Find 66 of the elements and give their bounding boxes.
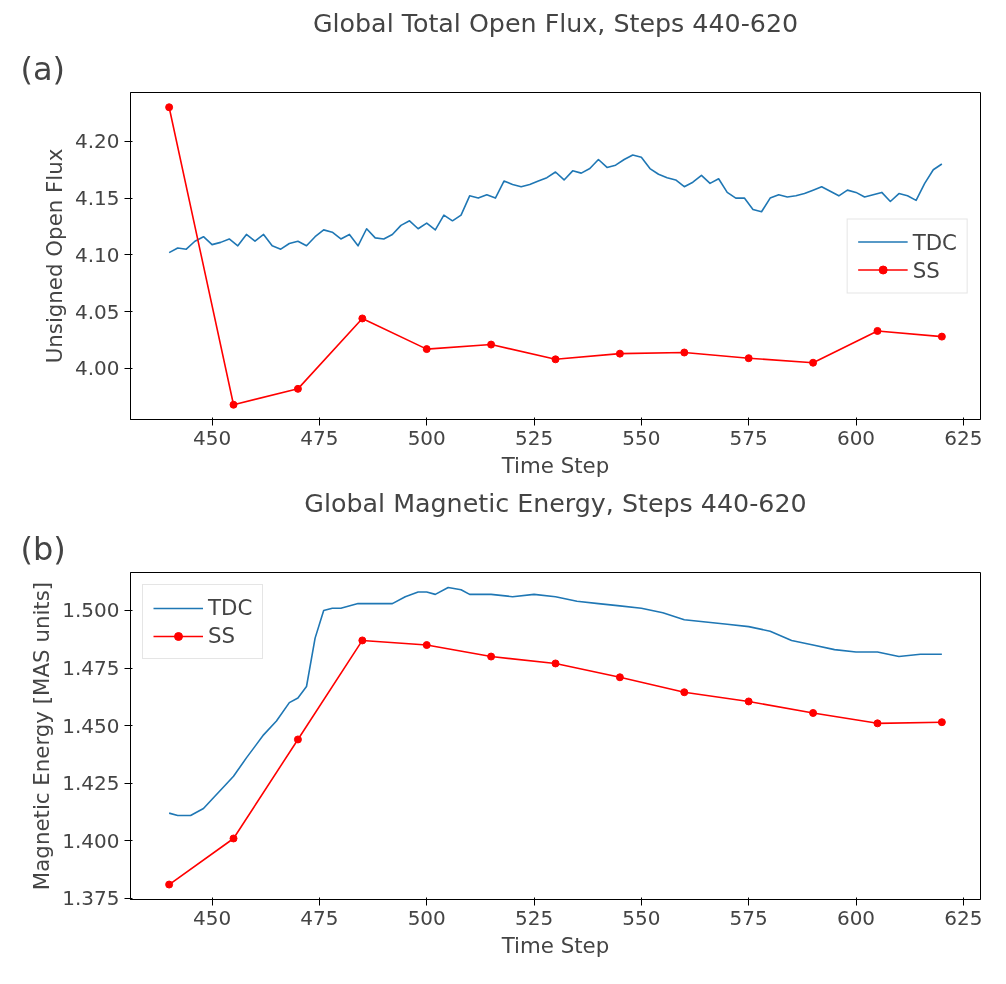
- x-tick-label: 525: [514, 905, 554, 930]
- x-tick-label: 475: [300, 905, 339, 930]
- chart-title: Global Total Open Flux, Steps 440-620: [312, 7, 799, 38]
- x-tick-label: 550: [622, 425, 661, 450]
- x-tick-label: 525: [514, 425, 554, 450]
- x-tick-label: 450: [192, 905, 232, 930]
- point: [809, 708, 818, 717]
- y-axis-title: Magnetic Energy [MAS units]: [29, 581, 55, 891]
- point: [487, 340, 496, 349]
- point: [358, 636, 367, 645]
- y-tick-label: 1.375: [62, 886, 120, 911]
- y-tick-label: 1.450: [62, 713, 120, 738]
- text: (b): [20, 529, 66, 568]
- y-tick-label: 4.15: [74, 186, 120, 211]
- x-tick-label: 575: [729, 905, 768, 930]
- x-tick-label: 575: [729, 425, 768, 450]
- y-tick-label: 4.20: [74, 129, 120, 154]
- x-tick-label: 600: [836, 425, 876, 450]
- point: [809, 358, 818, 367]
- point: [551, 355, 560, 364]
- point: [873, 326, 882, 335]
- point: [487, 652, 496, 661]
- legend-label: TDC: [208, 595, 253, 620]
- y-tick-label: 4.05: [74, 299, 120, 324]
- x-axis-title: Time Step: [500, 452, 610, 478]
- y-tick-label: 1.475: [62, 656, 120, 681]
- y-tick-label: 4.10: [74, 242, 120, 267]
- point: [165, 880, 174, 889]
- x-tick-label: 475: [300, 425, 339, 450]
- point: [744, 697, 753, 706]
- point: [680, 348, 689, 357]
- point: [293, 735, 302, 744]
- x-tick-label: 450: [192, 425, 232, 450]
- point: [937, 332, 946, 341]
- x-tick-label: 625: [944, 425, 983, 450]
- point: [615, 349, 624, 358]
- x-tick-label: 500: [407, 905, 446, 930]
- point: [744, 354, 753, 363]
- point: [422, 345, 431, 354]
- chart-title: Global Magnetic Energy, Steps 440-620: [304, 487, 807, 518]
- legend-label: SS: [208, 623, 236, 648]
- legend-label: SS: [912, 257, 940, 282]
- point: [229, 834, 238, 843]
- y-tick-label: 1.400: [62, 828, 120, 853]
- x-tick-label: 500: [407, 425, 446, 450]
- x-tick-label: 625: [944, 905, 983, 930]
- text: (a): [20, 49, 66, 88]
- y-axis-title: Unsigned Open Flux: [41, 148, 67, 364]
- point: [937, 718, 946, 727]
- point: [422, 641, 431, 650]
- x-tick-label: 550: [622, 905, 661, 930]
- point: [293, 384, 302, 393]
- y-tick-label: 4.00: [74, 356, 120, 381]
- point: [229, 400, 238, 409]
- point: [615, 673, 624, 682]
- point: [358, 314, 367, 323]
- y-tick-label: 1.425: [62, 771, 120, 796]
- point: [680, 688, 689, 697]
- x-tick-label: 600: [836, 905, 876, 930]
- point: [873, 719, 882, 728]
- point: [551, 659, 560, 668]
- y-tick-label: 1.500: [62, 598, 120, 623]
- legend-label: TDC: [912, 229, 957, 254]
- line-series: [168, 586, 943, 817]
- x-axis-title: Time Step: [500, 932, 610, 958]
- point: [165, 103, 174, 112]
